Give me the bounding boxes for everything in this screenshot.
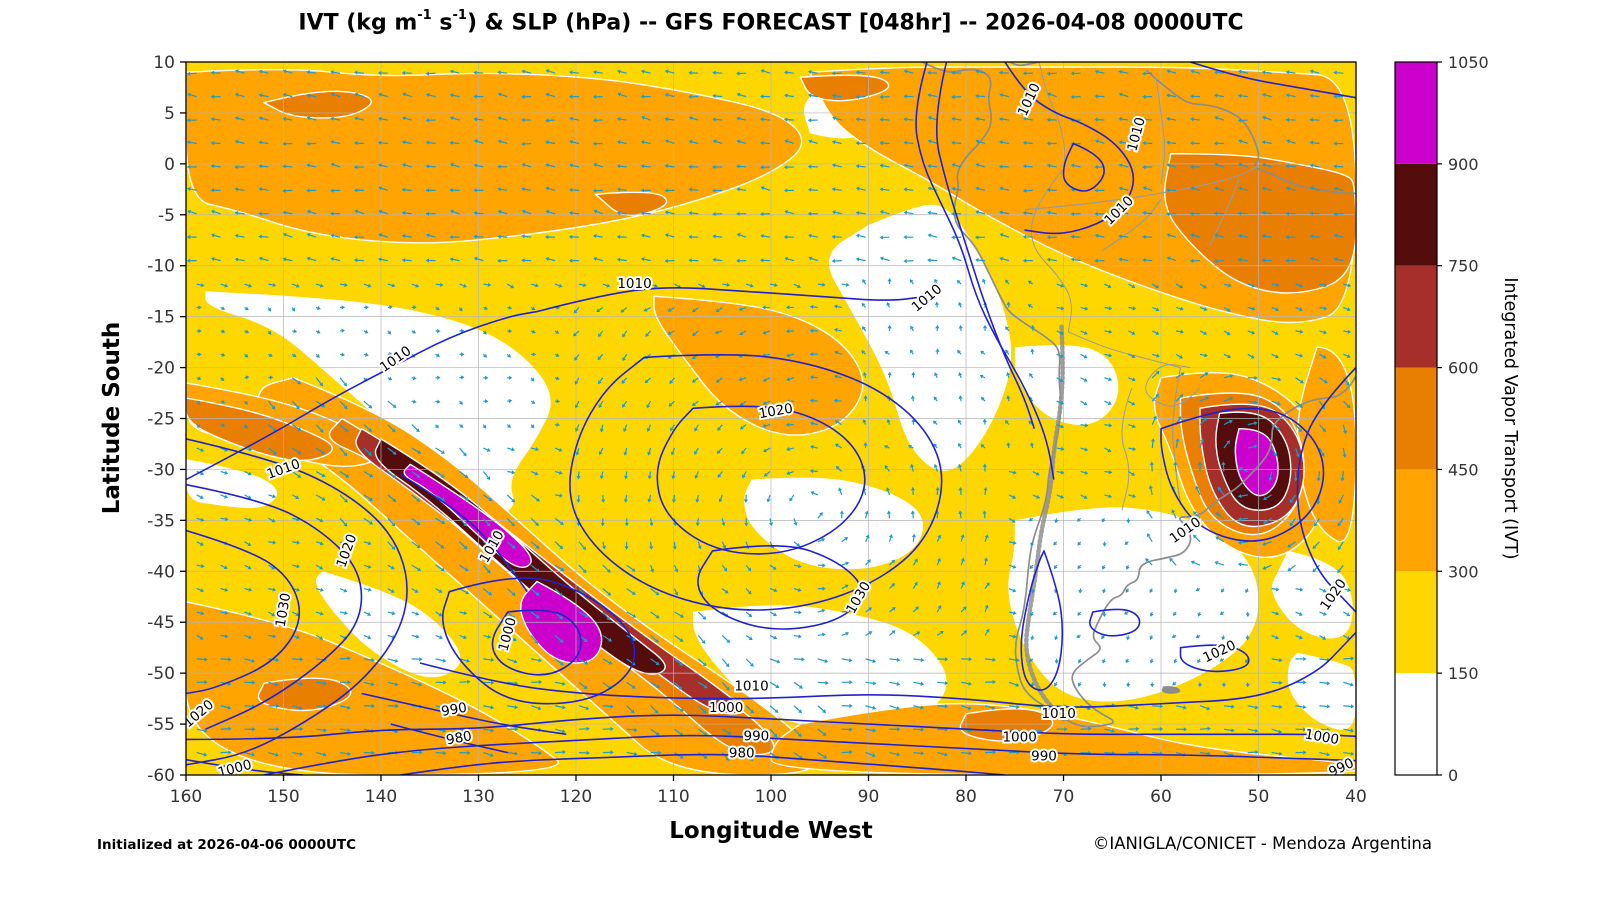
wind-vectors (186, 69, 1355, 762)
y-tick-label: -25 (147, 410, 175, 430)
init-time-note: Initialized at 2026-04-06 0000UTC (97, 837, 357, 853)
page-title: IVT (kg m-1 s-1) & SLP (hPa) -- GFS FORE… (186, 8, 1356, 36)
y-tick-label: -35 (147, 511, 175, 531)
y-tick-label: -45 (147, 613, 175, 633)
y-tick-label: -60 (147, 766, 175, 786)
title-sup-2: -1 (452, 8, 467, 23)
y-tick-label: -40 (147, 562, 175, 582)
slp-contour-label: 1000 (1002, 729, 1036, 745)
x-tick-label: 110 (657, 787, 689, 807)
x-tick-label: 60 (1150, 787, 1172, 807)
x-tick-label: 40 (1345, 787, 1367, 807)
x-axis-label: Longitude West (669, 818, 873, 844)
slp-contour-label: 980 (729, 746, 755, 762)
x-tick-label: 100 (755, 787, 787, 807)
title-text-1: IVT (kg m (298, 10, 418, 36)
x-tick-label: 150 (267, 787, 299, 807)
y-tick-label: 0 (164, 155, 175, 175)
x-tick-label: 50 (1248, 787, 1270, 807)
y-tick-label: -55 (147, 715, 175, 735)
x-tick-label: 80 (955, 787, 977, 807)
colorbar-tick-label: 1050 (1448, 53, 1489, 72)
colorbar-tick-label: 150 (1448, 664, 1479, 683)
slp-contour-label: 1000 (1304, 726, 1341, 748)
colorbar-label: Integrated Vapor Transport (IVT) (1500, 277, 1520, 559)
slp-contour-label: 1000 (709, 700, 743, 716)
colorbar-tick-label: 600 (1448, 359, 1479, 378)
y-axis-label: Latitude South (99, 321, 125, 515)
slp-contour-label: 1010 (617, 276, 651, 292)
y-tick-label: -30 (147, 460, 175, 480)
slp-contour-label: 1010 (734, 678, 768, 694)
map-layers: 1010101010101010101010101020103010101020… (186, 62, 1356, 775)
y-tick-label: 5 (164, 104, 175, 124)
colorbar-tick-label: 0 (1448, 766, 1458, 785)
title-sup-1: -1 (417, 8, 432, 23)
colorbar-tick-label: 750 (1448, 257, 1479, 276)
x-tick-label: 90 (858, 787, 880, 807)
x-tick-label: 130 (462, 787, 494, 807)
y-tick-label: -15 (147, 308, 175, 328)
x-tick-label: 140 (365, 787, 397, 807)
colorbar-tick-label: 900 (1448, 155, 1479, 174)
slp-contour-label: 1020 (758, 401, 795, 423)
colorbar-tick-label: 300 (1448, 562, 1479, 581)
title-text-2: s (431, 10, 453, 36)
slp-contour-label: 990 (743, 728, 769, 744)
x-tick-label: 160 (170, 787, 202, 807)
y-tick-label: -10 (147, 257, 175, 277)
y-tick-label: 10 (153, 53, 175, 73)
y-tick-label: -20 (147, 359, 175, 379)
slp-contour-label: 1010 (1041, 706, 1075, 722)
copyright-credit: ©IANIGLA/CONICET - Mendoza Argentina (1092, 834, 1432, 853)
slp-contour-label: 990 (1031, 749, 1057, 765)
title-text-3: ) & SLP (hPa) -- GFS FORECAST [048hr] --… (466, 10, 1244, 36)
x-tick-label: 70 (1053, 787, 1075, 807)
y-tick-label: -5 (158, 206, 175, 226)
y-tick-label: -50 (147, 664, 175, 684)
x-tick-label: 120 (560, 787, 592, 807)
colorbar-tick-label: 450 (1448, 460, 1479, 479)
